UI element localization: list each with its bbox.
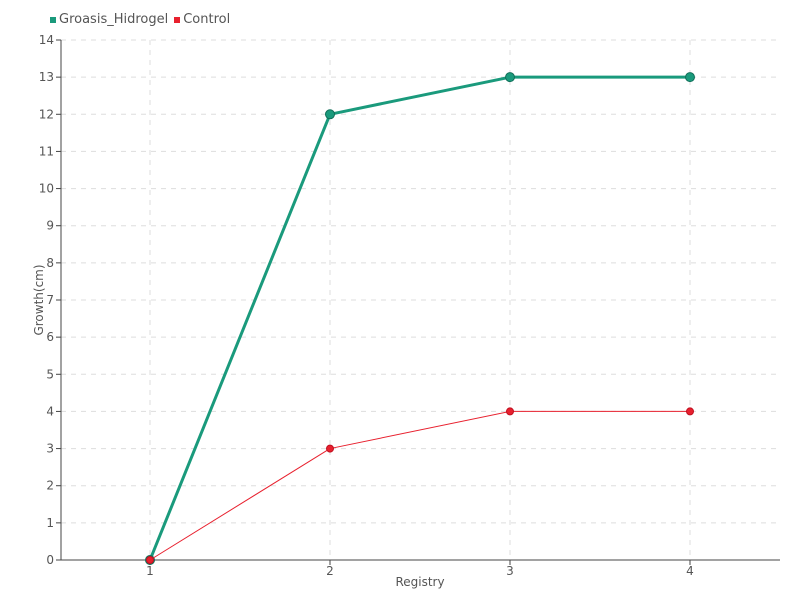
- y-tick-label: 3: [46, 442, 54, 456]
- y-axis-title: Growth(cm): [32, 264, 46, 335]
- data-point-control: [686, 407, 694, 416]
- grid-layer: [61, 39, 780, 560]
- x-tick-label: 2: [326, 564, 334, 578]
- y-tick-label: 10: [39, 182, 54, 196]
- y-tick-label: 7: [46, 293, 54, 307]
- x-axis-title: Registry: [395, 575, 444, 589]
- legend-label-groasis: Groasis_Hidrogel: [59, 12, 169, 27]
- legend-label-control: Control: [183, 12, 231, 27]
- y-tick-label: 0: [46, 553, 54, 567]
- y-tick-label: 13: [39, 70, 54, 84]
- data-point-groasis: [325, 109, 335, 120]
- data-point-groasis: [685, 72, 695, 83]
- series-layer: [145, 72, 695, 565]
- y-tick-label: 14: [39, 33, 54, 47]
- series-line-groasis: [148, 75, 690, 561]
- data-point-control: [506, 407, 514, 416]
- y-tick-label: 2: [46, 479, 54, 493]
- data-point-control: [146, 556, 154, 564]
- data-point-groasis: [505, 72, 515, 83]
- series-line-control: [149, 410, 690, 561]
- y-tick-label: 9: [46, 219, 54, 233]
- x-tick-label: 1: [146, 564, 154, 578]
- legend-item-control[interactable]: Control: [174, 12, 230, 27]
- y-tick-label: 12: [39, 107, 54, 121]
- x-tick-label: 3: [506, 564, 514, 578]
- y-tick-label: 5: [46, 367, 54, 381]
- chart-legend: Groasis_Hidrogel Control: [50, 12, 236, 27]
- y-tick-label: 6: [46, 330, 54, 344]
- y-tick-label: 1: [46, 516, 54, 530]
- legend-swatch-control: [174, 16, 181, 23]
- data-point-control: [326, 444, 334, 453]
- y-tick-label: 11: [39, 144, 54, 158]
- legend-item-groasis[interactable]: Groasis_Hidrogel: [50, 12, 168, 27]
- y-tick-label: 8: [46, 256, 54, 270]
- x-tick-label: 4: [686, 564, 694, 578]
- legend-swatch-groasis: [50, 16, 56, 23]
- y-tick-label: 4: [46, 404, 54, 418]
